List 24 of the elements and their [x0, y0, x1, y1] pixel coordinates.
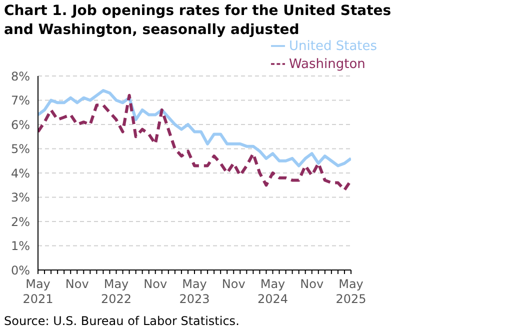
line-series [38, 89, 351, 168]
x-tick-label: May 2025 [336, 277, 366, 306]
x-tick-label: Nov [144, 277, 168, 291]
x-tick-label: Nov [300, 277, 324, 291]
x-tick-label: May 2021 [22, 277, 54, 306]
legend-label: Washington [289, 57, 366, 72]
y-tick-label: 4% [10, 166, 30, 180]
line-series [38, 94, 351, 192]
y-tick-label: 6% [10, 118, 30, 132]
y-tick-label: 3% [10, 190, 30, 205]
y-tick-label: 2% [10, 214, 30, 229]
x-tick-label: May 2024 [257, 277, 288, 306]
y-tick-label: 1% [10, 239, 30, 254]
y-tick-label: 7% [10, 94, 30, 108]
y-tick-label: 8% [10, 69, 30, 84]
chart-title: Chart 1. Job openings rates for the United States and Washington, seasonally adjusted [4, 2, 392, 40]
x-tick-label: May 2022 [100, 277, 132, 306]
x-tick-label: Nov [222, 277, 246, 291]
x-tick-label: May 2023 [179, 277, 210, 306]
legend-label: United States [289, 39, 378, 54]
y-tick-label: 0% [10, 263, 30, 278]
x-tick-label: Nov [65, 277, 89, 291]
source-note: Source: U.S. Bureau of Labor Statistics. [4, 314, 240, 328]
y-tick-label: 5% [10, 142, 30, 156]
